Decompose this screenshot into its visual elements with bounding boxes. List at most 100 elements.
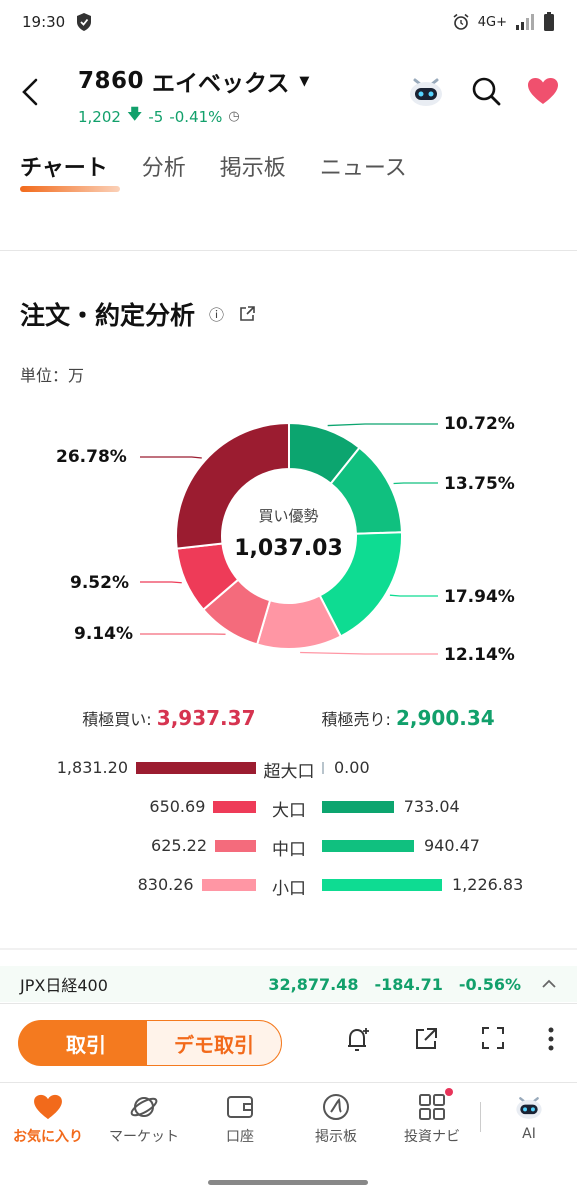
total-buy: 積極買い: 3,937.37 — [82, 706, 256, 730]
bottom-nav: お気に入り マーケット 口座 掲示板 投資ナビ AI — [0, 1088, 577, 1164]
leader-line — [389, 594, 438, 597]
stock-name: エイベックス — [152, 71, 290, 97]
fullscreen-icon[interactable] — [481, 1026, 505, 1050]
notification-dot — [445, 1088, 453, 1096]
tab-chart[interactable]: チャート — [20, 150, 120, 192]
index-value: 32,877.48 — [268, 974, 359, 994]
nav-invest-navi[interactable]: 投資ナビ — [384, 1088, 480, 1164]
leader-line — [393, 482, 438, 485]
slice-label: 26.78% — [56, 447, 127, 467]
order-flow-donut-chart — [140, 421, 438, 655]
flow-row: 650.69 大口 733.04 — [0, 795, 577, 821]
alarm-icon — [453, 13, 469, 30]
tab-board[interactable]: 掲示板 — [219, 156, 286, 181]
buy-value: 830.26 — [137, 875, 194, 894]
stock-title[interactable]: 7860 エイベックス ▼ — [78, 64, 309, 98]
grid-icon — [419, 1094, 445, 1120]
favorite-heart-icon[interactable] — [527, 77, 559, 105]
flow-label: 小口 — [272, 879, 306, 899]
stock-code: 7860 — [78, 68, 145, 94]
leader-line — [140, 581, 182, 584]
buy-value: 650.69 — [149, 797, 206, 816]
down-arrow-icon: 🡇 — [126, 105, 143, 123]
nav-ai[interactable]: AI — [481, 1092, 577, 1164]
shield-icon — [77, 13, 92, 31]
index-name: JPX日経400 — [20, 976, 108, 995]
index-ticker[interactable]: JPX日経400 32,877.48 -184.71 -0.56% — [0, 966, 577, 1002]
sell-bar — [322, 762, 324, 774]
nav-board[interactable]: 掲示板 — [288, 1092, 384, 1164]
board-icon — [323, 1094, 349, 1120]
share-icon[interactable] — [238, 305, 256, 323]
divider — [0, 250, 577, 251]
flow-row: 625.22 中口 940.47 — [0, 834, 577, 860]
stock-price: 1,202 — [78, 107, 121, 126]
signal-icon — [516, 14, 534, 30]
robot-ai-icon[interactable] — [407, 74, 445, 108]
buy-value: 1,831.20 — [56, 758, 128, 777]
index-change: -184.71 — [374, 974, 443, 994]
battery-icon — [544, 12, 554, 31]
content-tabs: チャート 分析 掲示板 ニュース — [20, 150, 407, 192]
demo-trade-button[interactable]: デモ取引 — [146, 1020, 282, 1066]
stock-quote: 1,202 🡇 -5 -0.41% ◷ — [78, 104, 309, 129]
sell-value: 733.04 — [403, 797, 460, 816]
flow-label: 中口 — [272, 840, 306, 860]
leader-line — [300, 651, 438, 655]
slice-label: 17.94% — [444, 587, 515, 607]
flow-row: 830.26 小口 1,226.83 — [0, 873, 577, 899]
sell-bar — [322, 801, 394, 813]
sell-bar — [322, 840, 414, 852]
sell-bar — [322, 879, 442, 891]
total-sell: 積極売り: 2,900.34 — [321, 706, 495, 730]
donut-center-label: 買い優勢 — [258, 507, 319, 525]
section-title: 注文・約定分析 ⓘ — [20, 296, 256, 332]
home-indicator — [208, 1180, 368, 1185]
info-icon[interactable]: ⓘ — [209, 305, 225, 324]
stock-change: -5 — [148, 107, 164, 126]
add-alert-icon[interactable] — [345, 1026, 371, 1054]
heart-icon — [34, 1094, 62, 1120]
status-bar: 19:30 4G+ — [0, 0, 577, 44]
chevron-up-icon[interactable] — [541, 979, 557, 989]
flow-row: 1,831.20 超大口 0.00 — [0, 756, 577, 782]
caret-down-icon: ▼ — [299, 73, 310, 89]
nav-account[interactable]: 口座 — [192, 1092, 288, 1164]
divider — [0, 1003, 577, 1004]
divider — [0, 1082, 577, 1083]
buy-bar — [213, 801, 256, 813]
tab-analysis[interactable]: 分析 — [141, 156, 186, 181]
more-vertical-icon[interactable] — [547, 1026, 555, 1052]
nav-favorites[interactable]: お気に入り — [0, 1092, 96, 1164]
leader-line — [327, 423, 438, 427]
tab-news[interactable]: ニュース — [319, 156, 407, 181]
planet-icon — [130, 1097, 158, 1117]
back-arrow-icon[interactable] — [18, 74, 42, 110]
slice-label: 13.75% — [444, 474, 515, 494]
index-pct: -0.56% — [458, 974, 521, 994]
clock-icon: ◷ — [228, 109, 240, 124]
slice-label: 9.14% — [74, 624, 133, 644]
buy-value: 625.22 — [151, 836, 208, 855]
share-icon[interactable] — [413, 1026, 439, 1052]
stock-header: 7860 エイベックス ▼ 1,202 🡇 -5 -0.41% ◷ — [0, 52, 577, 132]
unit-label: 単位：万 — [20, 366, 85, 385]
sell-value: 0.00 — [334, 758, 370, 777]
wallet-icon — [227, 1096, 253, 1118]
donut-slice — [175, 421, 290, 550]
action-bar: 取引 デモ取引 — [0, 1014, 577, 1072]
totals-row: 積極買い: 3,937.37 積極売り: 2,900.34 — [0, 706, 577, 730]
buy-bar — [136, 762, 256, 774]
network-label: 4G+ — [477, 14, 507, 30]
trade-button[interactable]: 取引 — [18, 1020, 154, 1066]
search-icon[interactable] — [471, 76, 501, 106]
sell-value: 940.47 — [423, 836, 480, 855]
buy-bar — [215, 840, 256, 852]
status-time: 19:30 — [22, 13, 66, 31]
slice-label: 12.14% — [444, 645, 515, 665]
slice-label: 10.72% — [444, 414, 515, 434]
active-tab-underline — [20, 186, 120, 192]
robot-ai-icon — [516, 1097, 542, 1119]
divider — [0, 948, 577, 950]
nav-market[interactable]: マーケット — [96, 1092, 192, 1164]
